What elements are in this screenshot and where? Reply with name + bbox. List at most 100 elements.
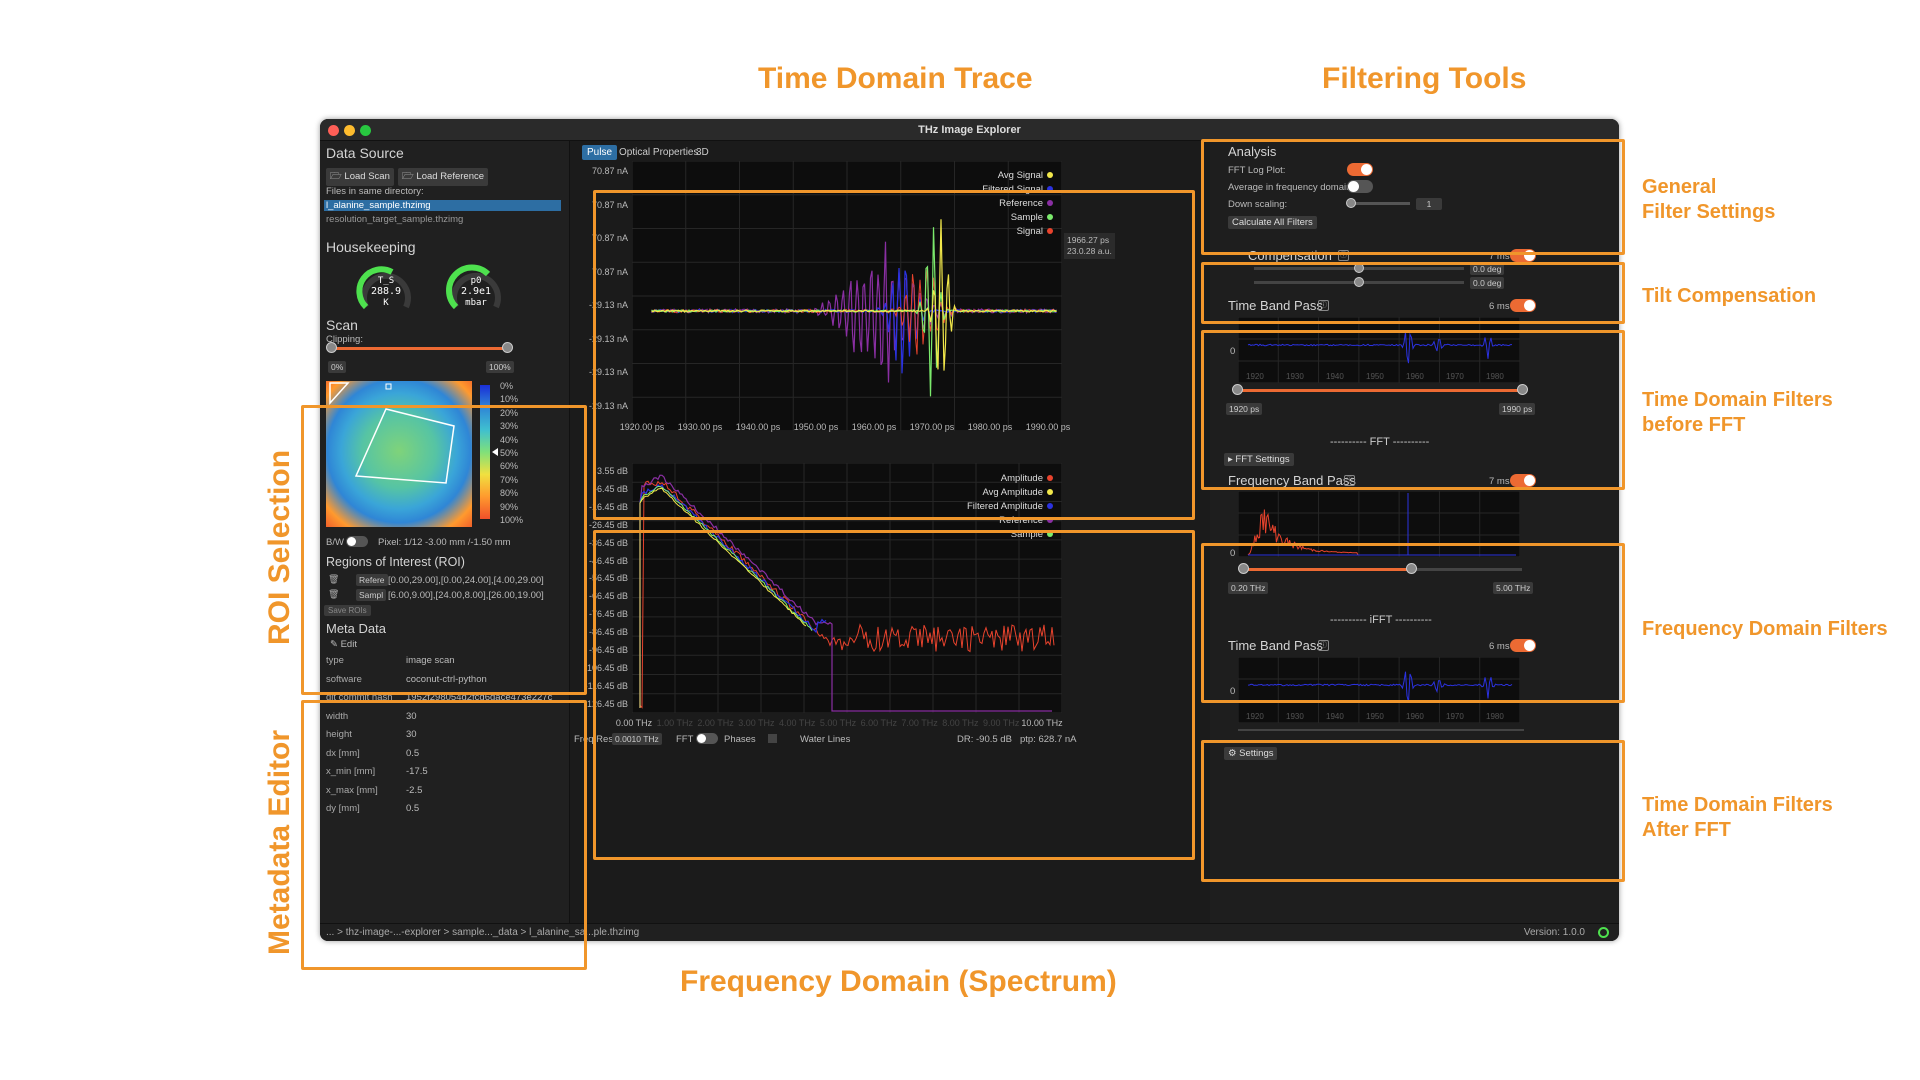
legend-entry[interactable]: Filtered Signal xyxy=(982,183,1053,197)
pixel-info: Pixel: 1/12 -3.00 mm /-1.50 mm xyxy=(378,537,511,548)
roi-name[interactable]: Refere xyxy=(356,574,388,586)
legend-entry[interactable]: Sample xyxy=(967,528,1053,542)
roi-row[interactable]: 🗑 Sampl [6.00,9.00],[24.00,8.00],[26.00,… xyxy=(326,589,566,603)
clipping-max-value[interactable]: 100% xyxy=(486,361,514,373)
y-tick-label: -29.13 nA xyxy=(588,333,628,344)
clipping-slider-min-handle[interactable] xyxy=(326,342,337,353)
fbp-slider-range[interactable] xyxy=(1242,568,1410,571)
meta-value[interactable]: 30 xyxy=(406,729,417,740)
annotation-metadata-editor: Metadata Editor xyxy=(263,729,296,955)
clipping-slider-track[interactable] xyxy=(332,347,508,350)
file-item[interactable]: resolution_target_sample.thzimg xyxy=(326,214,464,225)
legend-label: Amplitude xyxy=(1000,473,1043,484)
x-tick-label: 4.00 THz xyxy=(779,718,816,728)
tdbp1-toggle[interactable] xyxy=(1510,299,1536,312)
roi-coords: [0.00,29.00],[0.00,24.00],[4.00,29.00] xyxy=(388,575,544,586)
down-scaling-handle[interactable] xyxy=(1346,198,1356,208)
bw-toggle[interactable] xyxy=(346,536,368,547)
load-scan-button[interactable]: 🗁 Load Scan xyxy=(326,168,394,186)
settings-button[interactable]: ⚙ Settings xyxy=(1224,747,1278,760)
calculate-all-filters-button[interactable]: Calculate All Filters xyxy=(1228,216,1317,229)
fbp-max-handle[interactable] xyxy=(1406,563,1417,574)
tdbp1-slider[interactable] xyxy=(1238,389,1524,392)
tick-label: 1980 xyxy=(1486,372,1504,381)
clipping-min-value[interactable]: 0% xyxy=(328,361,347,373)
close-window-button[interactable] xyxy=(328,125,339,136)
meta-value[interactable]: -17.5 xyxy=(406,766,428,777)
freq-res-input[interactable]: 0.0010 THz xyxy=(612,733,662,745)
roi-polygon-overlay[interactable] xyxy=(326,381,472,527)
x-tick-label: 3.00 THz xyxy=(738,718,775,728)
down-scaling-slider[interactable] xyxy=(1350,202,1410,205)
fft-log-plot-toggle[interactable] xyxy=(1347,163,1373,176)
meta-row: height 30 xyxy=(326,729,417,740)
minimize-window-button[interactable] xyxy=(344,125,355,136)
roi-row[interactable]: 🗑 Refere [0.00,29.00],[0.00,24.00],[4.00… xyxy=(326,574,566,588)
meta-value[interactable]: 0.5 xyxy=(406,747,420,759)
load-reference-button[interactable]: 🗁 Load Reference xyxy=(398,168,489,186)
tdbp1-max-value[interactable]: 1990 ps xyxy=(1499,403,1536,415)
meta-row: type image scan xyxy=(326,655,455,666)
tilt-handle-y[interactable] xyxy=(1354,277,1364,287)
breadcrumb[interactable]: ... > thz-image-...-explorer > sample...… xyxy=(326,927,640,938)
fft-toggle[interactable] xyxy=(696,733,718,744)
tilt-x-value[interactable]: 0.0 deg xyxy=(1470,263,1505,275)
tdbp2-toggle[interactable] xyxy=(1510,639,1536,652)
fbp-toggle[interactable] xyxy=(1510,474,1536,487)
trash-icon[interactable]: 🗑 xyxy=(328,589,340,599)
tdbp1-plot[interactable]: 1920 1930 1940 1950 1960 1970 1980 xyxy=(1237,316,1521,384)
app-window: THz Image Explorer Data Source 🗁 Load Sc… xyxy=(320,119,1619,941)
meta-edit-button[interactable]: ✎ Edit xyxy=(330,639,357,650)
legend-color-dot xyxy=(1047,475,1053,481)
maximize-window-button[interactable] xyxy=(360,125,371,136)
legend-entry[interactable]: Avg Signal xyxy=(982,169,1053,183)
legend-entry[interactable]: Avg Amplitude xyxy=(967,486,1053,500)
meta-value[interactable]: image scan xyxy=(406,655,455,666)
info-icon[interactable]: ⓘ xyxy=(1338,250,1349,261)
file-item-selected[interactable]: l_alanine_sample.thzimg xyxy=(324,200,561,211)
meta-value[interactable]: 1952f298054d2fcd6dace473e227c xyxy=(406,692,553,703)
meta-value[interactable]: coconut-ctrl-python xyxy=(406,673,487,685)
roi-name[interactable]: Sampl xyxy=(356,589,387,601)
fbp-min-value[interactable]: 0.20 THz xyxy=(1228,582,1269,594)
info-icon[interactable]: ⓘ xyxy=(1344,475,1355,486)
info-icon[interactable]: ⓘ xyxy=(1318,300,1329,311)
tab-3d[interactable]: 3D xyxy=(696,147,709,158)
tdbp2-slider[interactable] xyxy=(1238,729,1524,731)
legend-entry[interactable]: Amplitude xyxy=(967,472,1053,486)
time-domain-plot[interactable] xyxy=(631,160,1063,432)
legend-color-dot xyxy=(1047,228,1053,234)
water-lines-checkbox[interactable] xyxy=(768,734,777,743)
tilt-y-value[interactable]: 0.0 deg xyxy=(1470,277,1505,289)
clipping-slider-max-handle[interactable] xyxy=(502,342,513,353)
spectrum-plot[interactable] xyxy=(631,462,1063,714)
info-icon[interactable]: ⓘ xyxy=(1318,640,1329,651)
meta-value[interactable]: 0.5 xyxy=(406,803,420,814)
meta-value[interactable]: 30 xyxy=(406,710,417,722)
tilt-handle-x[interactable] xyxy=(1354,263,1364,273)
save-rois-button[interactable]: Save ROIs xyxy=(324,605,371,616)
fbp-min-handle[interactable] xyxy=(1238,563,1249,574)
tilt-toggle[interactable] xyxy=(1510,249,1536,262)
tdbp1-min-handle[interactable] xyxy=(1232,384,1243,395)
x-tick-label: 1940.00 ps xyxy=(735,422,781,432)
legend-entry[interactable]: Sample xyxy=(982,211,1053,225)
avg-freq-toggle[interactable] xyxy=(1347,180,1373,193)
legend-entry[interactable]: Reference xyxy=(982,197,1053,211)
fft-settings-button[interactable]: ▸ FFT Settings xyxy=(1224,453,1294,466)
x-tick-label: 1950.00 ps xyxy=(793,422,839,432)
legend-entry[interactable]: Filtered Amplitude xyxy=(967,500,1053,514)
down-scaling-value[interactable]: 1 xyxy=(1416,198,1442,210)
colorbar-label: 40% xyxy=(500,434,519,445)
trash-icon[interactable]: 🗑 xyxy=(328,574,340,584)
meta-value[interactable]: -2.5 xyxy=(406,784,423,796)
fbp-plot[interactable] xyxy=(1237,490,1521,558)
legend-entry[interactable]: Reference xyxy=(967,514,1053,528)
legend-entry[interactable]: Signal xyxy=(982,225,1053,239)
fbp-max-value[interactable]: 5.00 THz xyxy=(1493,582,1534,594)
tdbp1-max-handle[interactable] xyxy=(1517,384,1528,395)
tdbp1-min-value[interactable]: 1920 ps xyxy=(1226,403,1263,415)
tab-pulse[interactable]: Pulse xyxy=(582,145,618,160)
tab-optical-properties[interactable]: Optical Properties xyxy=(619,147,699,158)
tdbp2-plot[interactable]: 1920 1930 1940 1950 1960 1970 1980 xyxy=(1237,656,1521,724)
